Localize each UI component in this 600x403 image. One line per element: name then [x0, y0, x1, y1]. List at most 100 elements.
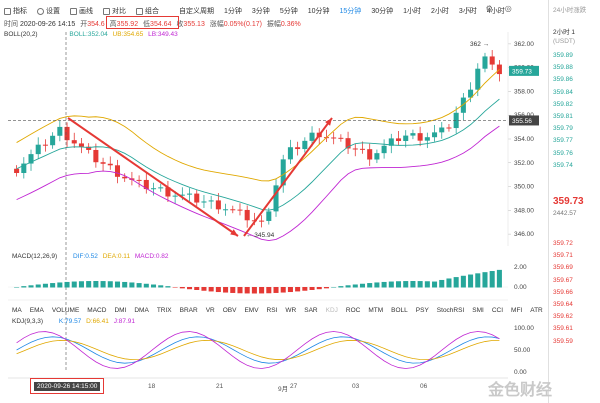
- indicator-tab-trix[interactable]: TRIX: [156, 307, 172, 314]
- kdj-j-value: J:87.91: [113, 318, 136, 325]
- tf-5m[interactable]: 5分钟: [279, 8, 298, 15]
- toolbar-compare[interactable]: 对比: [103, 6, 126, 16]
- tf-3h[interactable]: 3小时: [458, 8, 477, 15]
- indicator-tab-dmi[interactable]: DMI: [114, 307, 127, 314]
- tf-2h[interactable]: 2小时: [431, 8, 449, 15]
- candle-body: [273, 185, 279, 212]
- candle-body: [150, 188, 157, 190]
- macd-dif-value: DIF:0.52: [72, 253, 98, 260]
- gear-icon[interactable]: ⚙: [485, 4, 493, 13]
- candle-body: [122, 176, 128, 179]
- indicator-tab-emv[interactable]: EMV: [244, 307, 259, 314]
- sidebar-price-row: 359.74: [553, 161, 573, 169]
- ohlc-amplitude: 0.36%: [280, 21, 301, 28]
- macd-bar: [345, 285, 351, 288]
- candle-body: [381, 145, 387, 154]
- indicator-tabs: MA EMA VOLUME MACD DMI DMA TRIX BRAR VR OBV EMV RSI…: [12, 307, 574, 314]
- macd-bar: [194, 287, 200, 291]
- indicator-tab-stochrsi[interactable]: StochRSI: [436, 307, 465, 314]
- macd-bar: [237, 287, 243, 294]
- tf-15m[interactable]: 15分钟: [339, 8, 362, 15]
- macd-bar: [439, 279, 445, 288]
- indicator-tab-dma[interactable]: DMA: [134, 307, 149, 314]
- candle-body: [78, 143, 84, 147]
- pen-icon: [70, 7, 77, 15]
- candle-body: [287, 147, 293, 160]
- sidebar-big-price: 359.73: [553, 196, 584, 207]
- sidebar-price-row: 359.64: [553, 301, 573, 308]
- kdj-k-line: [16, 336, 500, 364]
- indicator-tab-mfi[interactable]: MFI: [511, 307, 523, 314]
- indicator-tab-kdj[interactable]: KDJ: [325, 307, 338, 314]
- candle-body: [201, 201, 207, 203]
- sidebar-price-row: 359.71: [553, 252, 573, 260]
- toolbar-indicators[interactable]: 指标: [4, 6, 27, 16]
- indicator-tab-atr[interactable]: ATR: [530, 307, 543, 314]
- macd-bar: [403, 281, 409, 288]
- indicator-tab-vr[interactable]: VR: [205, 307, 215, 314]
- candle-body: [496, 64, 502, 75]
- macd-bar: [100, 281, 106, 288]
- indicator-tab-ma[interactable]: MA: [12, 307, 22, 314]
- tf-10m[interactable]: 10分钟: [307, 8, 330, 15]
- sidebar-price-row: 359.66: [553, 288, 573, 296]
- macd-bar: [359, 283, 366, 288]
- candle-body: [158, 187, 164, 189]
- candle-body: [309, 132, 315, 141]
- downtrend-arrow-head: [230, 229, 238, 236]
- tf-3m[interactable]: 3分钟: [251, 8, 270, 15]
- indicator-tab-mtm[interactable]: MTM: [368, 307, 384, 314]
- macd-bar: [352, 284, 358, 288]
- macd-bar: [446, 278, 452, 288]
- indicator-tab-roc[interactable]: ROC: [345, 307, 361, 314]
- indicator-tab-wr[interactable]: WR: [285, 307, 297, 314]
- indicator-tab-smi[interactable]: SMI: [472, 307, 484, 314]
- indicator-tab-volume[interactable]: VOLUME: [51, 307, 80, 314]
- sidebar-price-row: 359.67: [553, 276, 573, 284]
- toolbar-settings[interactable]: 设置: [37, 6, 60, 16]
- candle-body: [179, 194, 185, 196]
- ohlc-close: 355.13: [183, 21, 205, 28]
- camera-icon[interactable]: ◎: [504, 4, 512, 13]
- tf-1m[interactable]: 1分钟: [224, 8, 242, 15]
- macd-bar: [50, 283, 56, 288]
- low-annotation: ← 345.94: [246, 232, 275, 239]
- candle-body: [42, 144, 48, 146]
- indicator-tab-brar[interactable]: BRAR: [179, 307, 198, 314]
- macd-bar: [187, 287, 193, 290]
- order-book-sidebar: 24小时涨跌 2小时 1 (USDT) 359.89 359.88 359.86 35…: [548, 0, 600, 403]
- tf-30m[interactable]: 30分钟: [371, 8, 394, 15]
- price-axis-label: 358.00: [514, 88, 534, 95]
- candle-body: [259, 220, 265, 222]
- toolbar-combine[interactable]: 组合: [136, 6, 159, 16]
- date-label: 9月: [278, 386, 289, 393]
- custom-period-selector[interactable]: 自定义周期: [179, 8, 214, 15]
- indicator-tab-obv[interactable]: OBV: [222, 307, 237, 314]
- expand-icon[interactable]: ▭: [466, 4, 474, 13]
- macd-bar: [496, 269, 502, 288]
- indicator-tab-sar[interactable]: SAR: [304, 307, 318, 314]
- candle-body: [395, 138, 402, 142]
- date-axis-highlight: 2020-09-26 14:15:00: [34, 382, 101, 391]
- indicator-tab-psy[interactable]: PSY: [415, 307, 429, 314]
- date-label: 03: [352, 383, 360, 390]
- macd-bar: [316, 287, 322, 290]
- candle-body: [14, 168, 20, 174]
- tf-1h[interactable]: 1小时: [403, 8, 422, 15]
- indicator-tab-cci[interactable]: CCI: [491, 307, 504, 314]
- tf-4h[interactable]: 4小时: [486, 8, 505, 15]
- ohlc-change: 0.05%(0.17): [223, 21, 262, 28]
- price-axis-label: 348.00: [514, 207, 534, 214]
- toolbar-draw[interactable]: 画线: [70, 6, 93, 16]
- sidebar-price-row: 359.86: [553, 76, 573, 84]
- indicator-tab-rsi[interactable]: RSI: [266, 307, 278, 314]
- sidebar-price-row: 359.76: [553, 149, 573, 157]
- indicator-tab-ema[interactable]: EMA: [29, 307, 44, 314]
- indicator-tab-macd[interactable]: MACD: [87, 307, 107, 314]
- candle-body: [244, 209, 250, 221]
- indicator-tab-boll[interactable]: BOLL: [391, 307, 408, 314]
- macd-bar: [295, 287, 301, 292]
- price-chart[interactable]: 362.00360.00358.00356.00354.00352.00350.…: [0, 0, 548, 403]
- boll-legend: BOLL(20,2) BOLL:352.04 UB:354.65 LB:349.…: [4, 31, 178, 38]
- ohlc-low: 354.64: [150, 21, 172, 28]
